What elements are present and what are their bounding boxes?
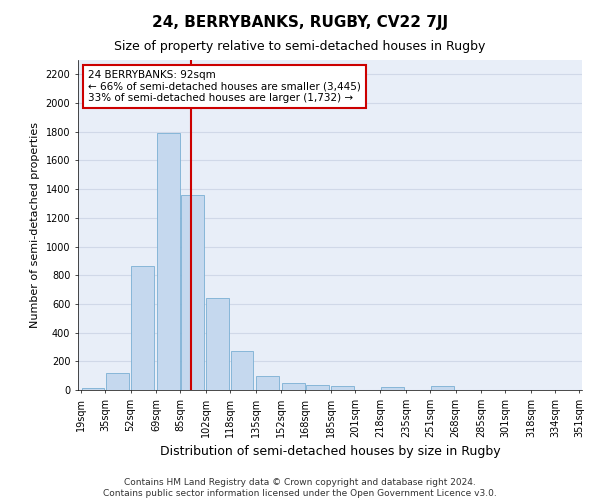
X-axis label: Distribution of semi-detached houses by size in Rugby: Distribution of semi-detached houses by … [160, 446, 500, 458]
Bar [230, 350, 253, 390]
Text: 24 BERRYBANKS: 92sqm
← 66% of semi-detached houses are smaller (3,445)
33% of se: 24 BERRYBANKS: 92sqm ← 66% of semi-detac… [88, 70, 361, 103]
Bar [256, 376, 279, 390]
Bar [181, 195, 204, 390]
Y-axis label: Number of semi-detached properties: Number of semi-detached properties [30, 122, 40, 328]
Bar [331, 386, 354, 390]
Bar [282, 383, 305, 390]
Text: Contains HM Land Registry data © Crown copyright and database right 2024.
Contai: Contains HM Land Registry data © Crown c… [103, 478, 497, 498]
Bar [381, 387, 404, 390]
Bar [131, 266, 154, 390]
Bar [106, 373, 128, 390]
Bar [157, 133, 180, 390]
Bar [431, 386, 454, 390]
Text: Size of property relative to semi-detached houses in Rugby: Size of property relative to semi-detach… [115, 40, 485, 53]
Text: 24, BERRYBANKS, RUGBY, CV22 7JJ: 24, BERRYBANKS, RUGBY, CV22 7JJ [152, 15, 448, 30]
Bar [206, 298, 229, 390]
Bar [82, 388, 104, 390]
Bar [306, 385, 329, 390]
